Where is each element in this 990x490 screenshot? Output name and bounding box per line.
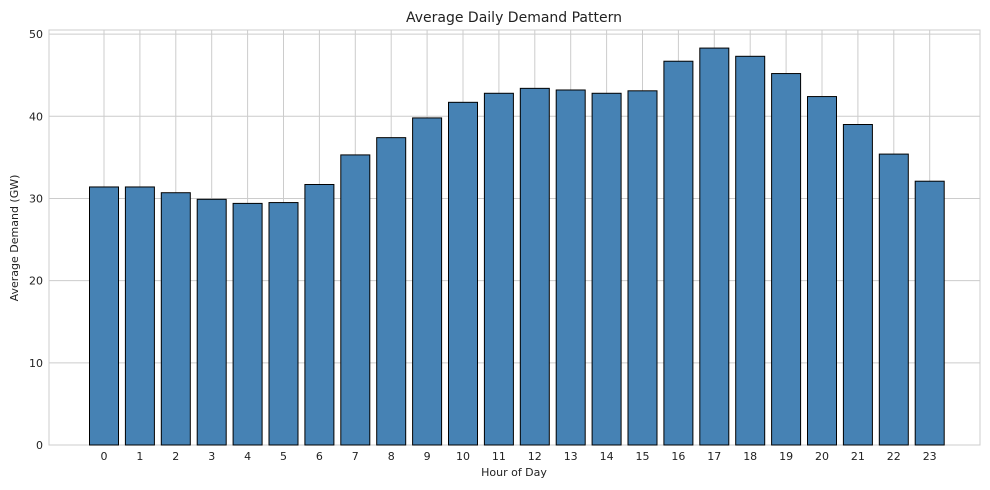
bar-hour-20 bbox=[807, 96, 837, 446]
x-tick-label: 16 bbox=[671, 450, 685, 463]
y-tick-label: 50 bbox=[29, 28, 43, 41]
x-tick-label: 22 bbox=[887, 450, 901, 463]
bar-hour-10 bbox=[448, 101, 478, 446]
bars bbox=[89, 47, 945, 446]
bar-hour-15 bbox=[627, 90, 658, 446]
y-tick-label: 40 bbox=[29, 110, 43, 123]
x-tick-label: 2 bbox=[172, 450, 179, 463]
bar-hour-4 bbox=[232, 202, 263, 446]
bar-hour-11 bbox=[483, 92, 514, 446]
bar-hour-12 bbox=[519, 87, 550, 446]
x-tick-label: 9 bbox=[424, 450, 431, 463]
x-axis-ticks: 0 1 2 3 4 5 6 7 8 9 10 11 12 13 14 15 16 17 18 19 20 21 22 23 bbox=[101, 450, 937, 463]
bar-hour-5 bbox=[268, 202, 299, 446]
x-axis-label: Hour of Day bbox=[481, 466, 547, 479]
y-axis-ticks: 0 10 20 30 40 50 bbox=[29, 28, 43, 452]
x-tick-label: 14 bbox=[600, 450, 614, 463]
bar-hour-13 bbox=[555, 89, 586, 446]
bar-hour-18 bbox=[735, 55, 766, 446]
x-tick-label: 18 bbox=[743, 450, 757, 463]
bar-hour-7 bbox=[340, 154, 371, 446]
x-tick-label: 10 bbox=[456, 450, 470, 463]
x-tick-label: 23 bbox=[923, 450, 937, 463]
x-tick-label: 11 bbox=[492, 450, 506, 463]
bar-hour-16 bbox=[663, 60, 694, 446]
chart-title: Average Daily Demand Pattern bbox=[406, 10, 622, 26]
x-tick-label: 8 bbox=[388, 450, 395, 463]
bar-hour-19 bbox=[771, 73, 802, 446]
plot-area-frame bbox=[48, 29, 981, 446]
bar-hour-8 bbox=[376, 137, 407, 446]
bar-hour-0 bbox=[89, 186, 119, 446]
y-tick-label: 10 bbox=[29, 357, 43, 370]
bar-hour-14 bbox=[591, 92, 622, 446]
x-tick-label: 0 bbox=[101, 450, 108, 463]
bar-hour-9 bbox=[412, 117, 443, 446]
x-tick-label: 12 bbox=[528, 450, 542, 463]
x-tick-label: 20 bbox=[815, 450, 829, 463]
bar-hour-3 bbox=[196, 198, 227, 446]
x-tick-label: 4 bbox=[244, 450, 251, 463]
x-tick-label: 6 bbox=[316, 450, 323, 463]
y-tick-label: 20 bbox=[29, 275, 43, 288]
bar-hour-22 bbox=[878, 153, 909, 446]
bar-hour-6 bbox=[304, 183, 335, 446]
bar-hour-23 bbox=[914, 180, 945, 446]
x-tick-label: 5 bbox=[280, 450, 287, 463]
y-tick-label: 0 bbox=[36, 439, 43, 452]
x-tick-label: 1 bbox=[136, 450, 143, 463]
y-axis-label: Average Demand (GW) bbox=[8, 175, 21, 302]
x-tick-label: 15 bbox=[636, 450, 650, 463]
x-tick-label: 19 bbox=[779, 450, 793, 463]
x-tick-label: 21 bbox=[851, 450, 865, 463]
y-tick-label: 30 bbox=[29, 192, 43, 205]
bar-hour-1 bbox=[124, 186, 155, 446]
x-tick-label: 3 bbox=[208, 450, 215, 463]
x-tick-label: 13 bbox=[564, 450, 578, 463]
bar-hour-17 bbox=[699, 47, 730, 446]
x-tick-label: 7 bbox=[352, 450, 359, 463]
x-tick-label: 17 bbox=[707, 450, 721, 463]
bar-hour-2 bbox=[160, 192, 191, 446]
bar-hour-21 bbox=[842, 124, 873, 446]
